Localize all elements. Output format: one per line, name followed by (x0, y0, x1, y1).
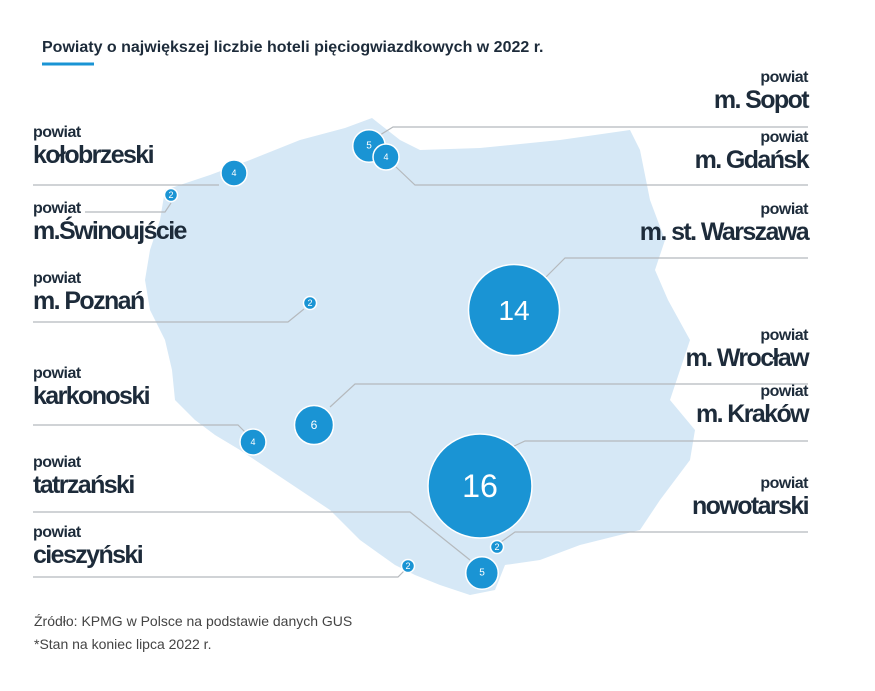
region-prefix: powiat (760, 327, 809, 344)
bubble (465, 556, 499, 590)
region-name: m. st. Warszawa (640, 218, 811, 246)
bubble-value: 14 (498, 294, 529, 326)
region-prefix: powiat (33, 365, 82, 382)
bubble-value: 5 (479, 568, 485, 579)
leader-line (500, 531, 808, 543)
leader-line (395, 166, 808, 186)
region-prefix: powiat (33, 124, 82, 141)
bubble-value: 6 (311, 418, 318, 432)
region-name: nowotarski (692, 492, 809, 520)
map-poland (145, 118, 695, 595)
bubble-value: 2 (168, 190, 173, 200)
region-prefix: powiat (33, 200, 82, 217)
region-name: m.Świnoujście (33, 215, 188, 245)
leader-line (33, 308, 305, 323)
bubble-value: 16 (462, 468, 498, 504)
region-name: m. Gdańsk (695, 146, 810, 174)
region-name: kołobrzeski (33, 141, 154, 169)
region-name: m. Sopot (714, 86, 810, 114)
region-name: m. Wrocław (686, 344, 811, 372)
regions: powiatkołobrzeski4powiatm.Świnoujście2po… (33, 69, 812, 590)
bubble (400, 558, 416, 574)
leader-line (379, 126, 808, 136)
region-prefix: powiat (33, 454, 82, 471)
region-prefix: powiat (33, 524, 82, 541)
bubble (163, 187, 179, 203)
leader-line (544, 257, 808, 279)
region-prefix: powiat (760, 475, 809, 492)
title: Powiaty o największej liczbie hoteli pię… (42, 39, 544, 56)
bubble (293, 404, 335, 446)
region-prefix: powiat (760, 383, 809, 400)
region-prefix: powiat (760, 69, 809, 86)
source: Źródło: KPMG w Polsce na podstawie danyc… (34, 613, 352, 629)
bubble (427, 433, 533, 539)
note: *Stan na koniec lipca 2022 r. (34, 636, 211, 652)
bubble-value: 2 (405, 561, 410, 571)
bubble (489, 539, 505, 555)
bubble (467, 263, 561, 357)
bubble (220, 159, 248, 187)
bubble (302, 295, 318, 311)
bubble-value: 4 (231, 168, 236, 178)
bubble-value: 4 (250, 437, 255, 447)
leader-line (329, 383, 808, 408)
leader-line (33, 511, 471, 561)
leader-line (33, 424, 246, 433)
region-name: cieszyński (33, 541, 143, 569)
bubble-value: 4 (383, 152, 388, 162)
region-name: m. Kraków (696, 400, 810, 428)
bubble-value: 2 (494, 542, 499, 552)
region-name: tatrzański (33, 471, 134, 499)
bubble (372, 143, 400, 171)
region-name: karkonoski (33, 382, 150, 410)
region-prefix: powiat (760, 129, 809, 146)
leader-line (33, 570, 405, 578)
bubble-value: 5 (366, 141, 372, 152)
region-prefix: powiat (760, 201, 809, 218)
bubble (239, 428, 267, 456)
region-name: m. Poznań (33, 287, 144, 315)
bubble-value: 2 (307, 298, 312, 308)
leader-line (85, 202, 172, 213)
region-prefix: powiat (33, 270, 82, 287)
leader-line (509, 440, 808, 449)
